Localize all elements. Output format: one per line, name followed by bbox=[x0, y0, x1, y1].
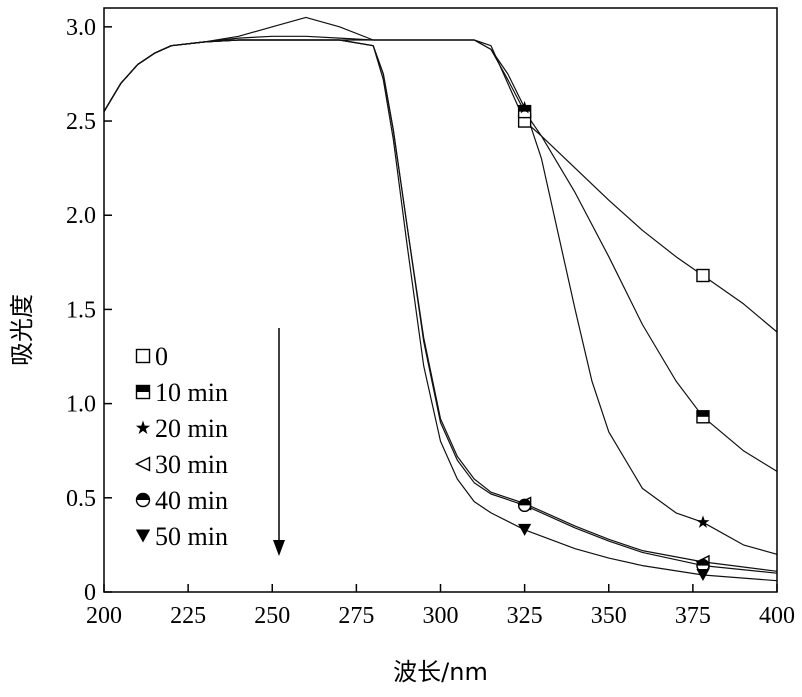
y-tick-label: 0.5 bbox=[66, 486, 96, 512]
series-marker-1 bbox=[696, 410, 710, 424]
y-tick-label: 1.5 bbox=[66, 297, 96, 323]
y-tick-label: 2.5 bbox=[66, 109, 96, 135]
series-marker-2 bbox=[518, 100, 532, 114]
y-tick-label: 1.0 bbox=[66, 392, 96, 418]
series-marker-4 bbox=[517, 498, 532, 513]
x-tick-label: 200 bbox=[86, 603, 122, 629]
legend-marker-0 bbox=[135, 348, 151, 364]
legend-label: 0 bbox=[155, 342, 168, 371]
legend-label: 50 min bbox=[155, 522, 228, 551]
legend-marker-4 bbox=[135, 492, 151, 508]
series-marker-5 bbox=[518, 523, 532, 536]
series-line-5 bbox=[103, 39, 778, 582]
y-tick-label: 3.0 bbox=[66, 15, 96, 41]
x-tick-label: 275 bbox=[338, 603, 374, 629]
series-marker-5 bbox=[696, 569, 710, 582]
series-marker-4 bbox=[696, 558, 710, 573]
series-lines bbox=[103, 16, 778, 582]
legend-marker-2 bbox=[135, 420, 151, 434]
series-marker-0 bbox=[696, 268, 710, 283]
trend-arrow-head bbox=[273, 540, 285, 556]
x-tick-label: 375 bbox=[675, 603, 711, 629]
series-line-0 bbox=[103, 16, 778, 333]
legend-marker-3 bbox=[134, 456, 151, 472]
y-tick-label: 0 bbox=[84, 580, 96, 606]
x-tick-label: 400 bbox=[759, 603, 795, 629]
x-tick-label: 250 bbox=[254, 603, 290, 629]
x-tick-label: 325 bbox=[507, 603, 543, 629]
x-tick-label: 350 bbox=[591, 603, 627, 629]
x-axis-title: 波长/nm bbox=[393, 658, 488, 686]
legend-marker-5 bbox=[135, 529, 151, 543]
axes: 200 225 250 275 300 325 350 375 400 0 0.5 1.0 1.5 2.0… bbox=[66, 7, 795, 629]
series-marker-2 bbox=[696, 515, 710, 528]
legend: 0 10 min 20 min 30 min 40 min 50 min bbox=[134, 328, 285, 556]
legend-marker-1 bbox=[135, 384, 151, 400]
x-tick-label: 225 bbox=[170, 603, 206, 629]
legend-label: 30 min bbox=[155, 450, 228, 479]
legend-label: 20 min bbox=[155, 414, 228, 443]
y-axis-title: 吸光度 bbox=[8, 294, 36, 366]
legend-label: 40 min bbox=[155, 486, 228, 515]
y-tick-label: 2.0 bbox=[66, 203, 96, 229]
series-markers bbox=[517, 100, 710, 582]
legend-label: 10 min bbox=[155, 378, 228, 407]
x-tick-label: 300 bbox=[423, 603, 459, 629]
